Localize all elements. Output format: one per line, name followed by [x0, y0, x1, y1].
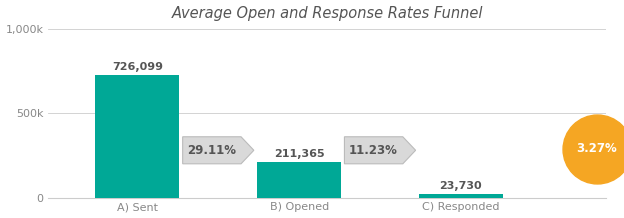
Point — [592, 147, 602, 150]
Text: 11.23%: 11.23% — [349, 144, 398, 157]
Text: 726,099: 726,099 — [112, 62, 163, 72]
Text: 211,365: 211,365 — [274, 149, 324, 159]
Text: 23,730: 23,730 — [439, 181, 482, 191]
Bar — [257, 162, 341, 198]
Text: 3.27%: 3.27% — [577, 142, 617, 155]
Bar — [95, 75, 180, 198]
Polygon shape — [344, 137, 416, 164]
Bar — [419, 194, 503, 198]
Text: 29.11%: 29.11% — [187, 144, 236, 157]
Title: Average Open and Response Rates Funnel: Average Open and Response Rates Funnel — [172, 5, 483, 20]
Polygon shape — [183, 137, 254, 164]
